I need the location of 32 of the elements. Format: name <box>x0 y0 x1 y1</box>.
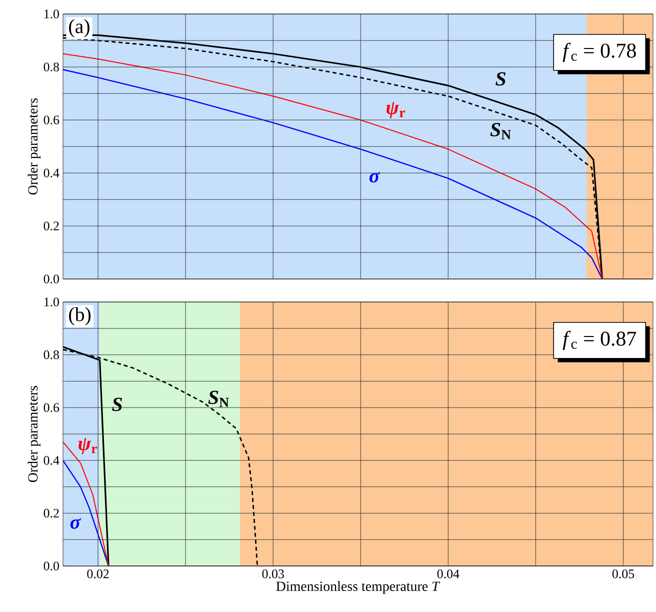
y-tick-label: 0.2 <box>44 222 59 230</box>
y-tick-label: 1.0 <box>44 298 59 306</box>
x-tick-label: 0.02 <box>87 570 109 578</box>
series-label: ψ$_{r}$ <box>386 102 406 118</box>
y-tick-label: 0.6 <box>44 403 60 412</box>
y-tick-label: 0.2 <box>44 508 59 518</box>
x-tick-label: 0.04 <box>437 570 460 578</box>
y-tick-label: 0.0 <box>44 274 59 284</box>
y-tick-label: 0.4 <box>44 456 60 465</box>
y-tick-label: 0.4 <box>44 168 60 178</box>
x-tick-label: 0.03 <box>262 570 284 578</box>
annotation: (b) <box>69 307 91 326</box>
series-label: S <box>496 72 506 86</box>
y-tick-label: 0.6 <box>44 116 60 124</box>
y-axis-title: Order parameters <box>28 386 40 482</box>
series-label: σ <box>370 172 380 183</box>
annotation: f$_{c}$ = 0.78 <box>562 42 636 62</box>
annotation: (a) <box>69 19 90 38</box>
x-axis-title: Dimensionless temperature T <box>276 581 440 594</box>
y-tick-label: 0.0 <box>44 562 59 570</box>
y-tick-label: 1.0 <box>44 10 59 18</box>
series-label: ψ$_{r}$ <box>78 438 98 454</box>
line-series <box>63 460 110 566</box>
series-label: S <box>112 398 122 412</box>
y-tick-label: 0.8 <box>44 62 59 72</box>
x-tick-label: 0.05 <box>612 570 634 578</box>
series-label: S$_{N}$ <box>208 390 229 408</box>
series-label: σ <box>70 518 81 529</box>
y-axis-title: Order parameters <box>28 98 40 195</box>
series-label: S$_{N}$ <box>490 122 511 140</box>
annotation: f$_{c}$ = 0.87 <box>562 330 636 350</box>
y-tick-label: 0.8 <box>44 350 59 360</box>
